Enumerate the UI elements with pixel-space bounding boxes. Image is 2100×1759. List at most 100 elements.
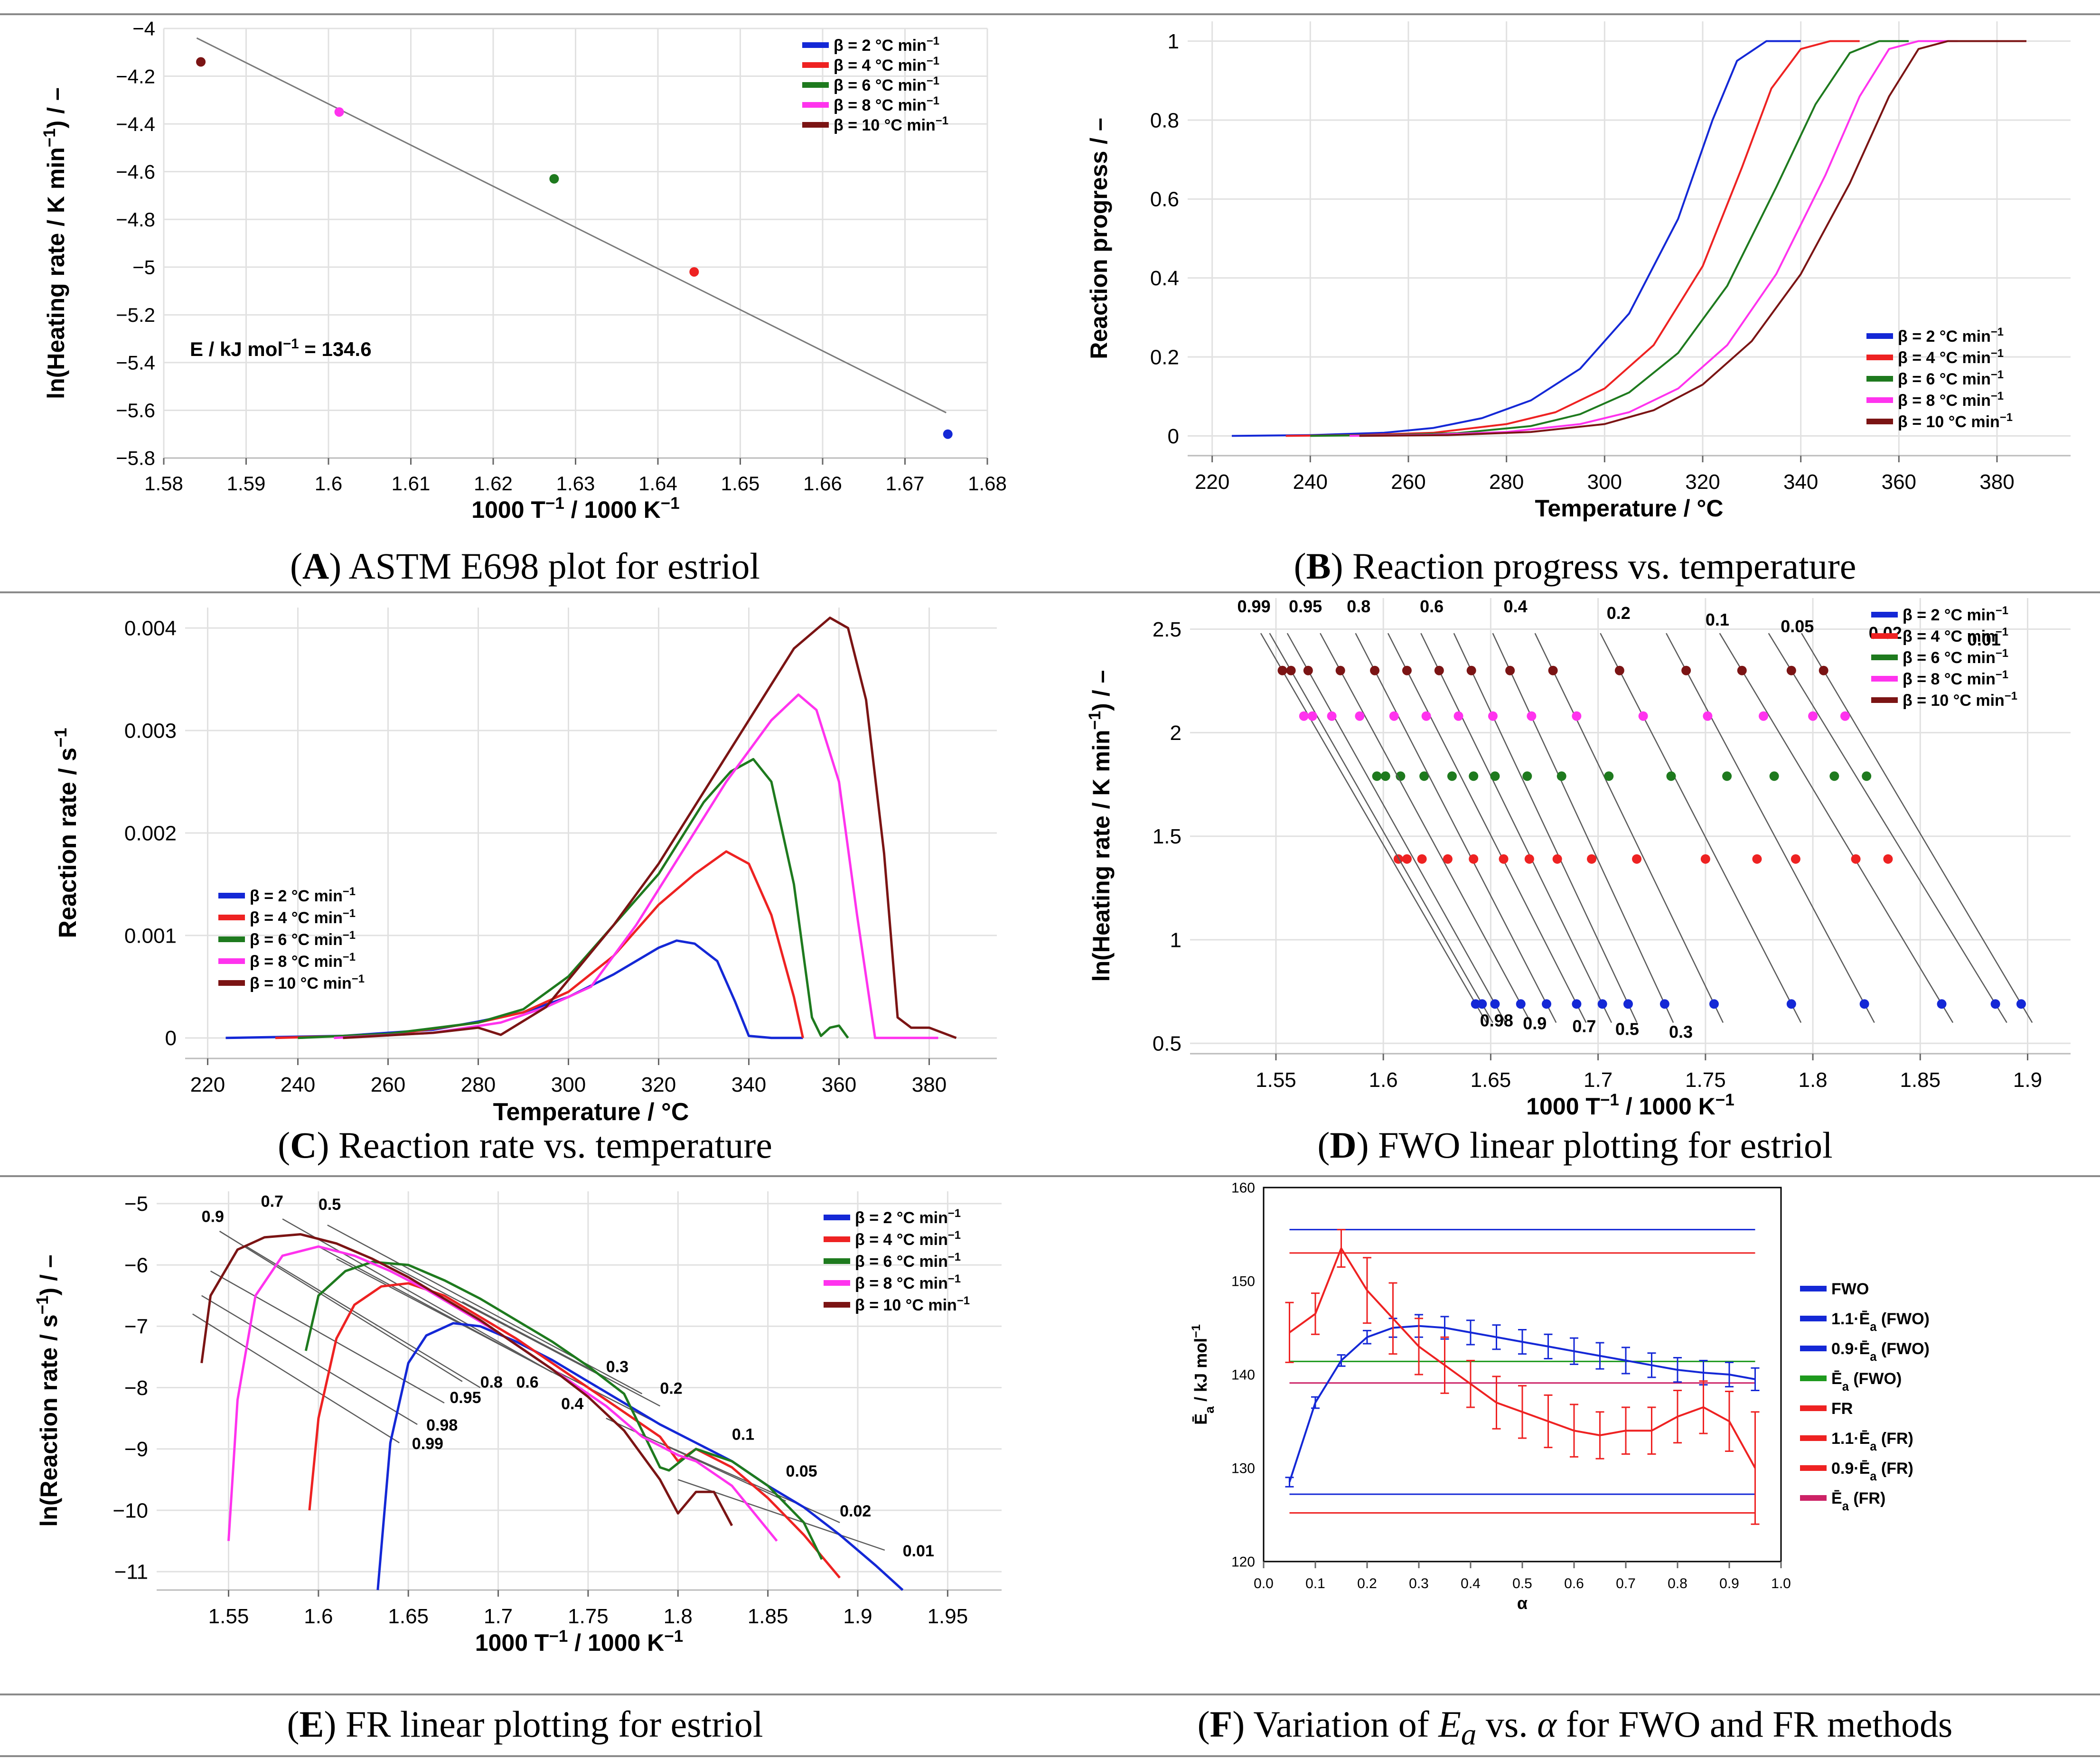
legend-label-1: 1.1·Ēa (FWO)	[1831, 1310, 1930, 1334]
data-point-0-0	[1277, 665, 1287, 675]
y-axis-label: ln(Heating rate / K min−1) / –	[40, 87, 70, 399]
iso-label-5: 0.98	[426, 1416, 458, 1434]
data-point-2-0	[1303, 665, 1313, 675]
data-point-6-3	[1524, 854, 1534, 864]
data-point-4-4	[1542, 999, 1552, 1009]
data-point-13-4	[1990, 999, 2000, 1009]
x-tick-label-0: 0.0	[1254, 1576, 1274, 1591]
chart-f: 0.0 0.1 0.2 0.3 0.4 0.5 0.6 0.7 0.8 0.9 1.0 120 130 1…	[1190, 1180, 1930, 1613]
legend-label-2: 0.9·Ēa (FWO)	[1831, 1340, 1930, 1364]
legend-label-2: β = 6 °C min−1	[855, 1251, 961, 1271]
series-line-4	[1359, 40, 2026, 437]
iso-line-11	[1666, 633, 1875, 1023]
data-point-12-2	[1769, 771, 1779, 781]
data-point-6-4	[1597, 999, 1607, 1009]
data-point-7-1	[1488, 711, 1498, 721]
iso-line-6	[192, 1313, 400, 1443]
x-tick-label-9: 0.9	[1719, 1576, 1739, 1591]
series-line-1	[1285, 40, 1860, 437]
y-tick-label-1: 130	[1231, 1461, 1255, 1477]
data-point-1-4	[1477, 999, 1487, 1009]
x-tick-label-3: 1.61	[392, 472, 431, 495]
x-tick-label-1: 1.6	[1369, 1068, 1398, 1092]
iso-line-1	[1269, 633, 1493, 1023]
series-line-4	[343, 617, 957, 1039]
x-tick-label-4: 1.62	[474, 472, 513, 495]
y-axis-label: Reaction progress / –	[1086, 118, 1112, 359]
x-tick-label-1: 1.59	[227, 472, 266, 495]
x-tick-label-3: 280	[461, 1073, 496, 1096]
iso-label-14: 0.01	[903, 1542, 934, 1560]
y-tick-label-1: 0.2	[1150, 346, 1179, 369]
bottom-label-1: 0.9	[1523, 1014, 1547, 1033]
y-axis-label: ln(Reaction rate / s−1) / –	[33, 1254, 63, 1526]
series-line-1	[308, 1282, 841, 1579]
divider-top	[0, 13, 2100, 15]
annotation-energy: E / kJ mol−1 = 134.6	[190, 336, 372, 361]
y-tick-label-1: −6	[124, 1254, 148, 1277]
iso-line-14	[1801, 633, 2033, 1023]
iso-line-8	[336, 1258, 571, 1382]
data-point-5-0	[1402, 665, 1412, 675]
x-tick-label-10: 1.68	[968, 472, 1007, 495]
x-axis-label: 1000 T−1 / 1000 K−1	[471, 494, 679, 524]
data-point-7-4	[1623, 999, 1633, 1009]
data-point-1-2	[1380, 771, 1390, 781]
iso-label-8: 0.4	[561, 1395, 583, 1413]
legend-label-4: FR	[1831, 1400, 1853, 1418]
x-axis-label: 1000 T−1 / 1000 K−1	[475, 1627, 683, 1656]
y-tick-label-6: −5.2	[116, 304, 155, 326]
y-tick-label-3: 150	[1231, 1274, 1255, 1290]
legend-label-3: β = 8 °C min−1	[834, 94, 939, 115]
y-tick-label-2: 0.4	[1150, 267, 1179, 290]
x-tick-label-4: 1.75	[568, 1605, 609, 1628]
x-tick-label-1: 240	[281, 1073, 315, 1096]
x-tick-label-1: 0.1	[1305, 1576, 1325, 1591]
data-point-13-0	[1786, 665, 1796, 675]
bottom-label-3: 0.5	[1615, 1020, 1639, 1039]
chart-d: 1.55 1.6 1.65 1.7 1.75 1.8 1.85 1.9 0.5 1 1.5 2 2.5 1…	[1086, 597, 2071, 1120]
y-tick-label-7: −5.4	[116, 352, 155, 374]
iso-line-8	[1492, 633, 1674, 1023]
iso-line-10	[462, 1301, 661, 1407]
y-tick-label-2: −7	[124, 1315, 148, 1338]
x-tick-label-6: 0.6	[1564, 1576, 1584, 1591]
y-tick-label-2: 0.002	[124, 822, 177, 845]
series-line-2	[298, 758, 849, 1039]
iso-line-5	[201, 1295, 418, 1425]
legend-label-0: β = 2 °C min−1	[834, 35, 939, 55]
legend-label-0: FWO	[1831, 1280, 1869, 1298]
x-tick-label-0: 220	[190, 1073, 225, 1096]
data-point-13-1	[1808, 711, 1818, 721]
data-point-14-2	[1862, 771, 1872, 781]
x-tick-label-8: 380	[1979, 470, 2014, 494]
legend-label-1: β = 4 °C min−1	[1898, 347, 2004, 367]
data-point-5-1	[1421, 711, 1431, 721]
top-label-0: 0.99	[1238, 597, 1271, 616]
data-point-10-2	[1666, 771, 1676, 781]
x-tick-label-7: 1.9	[2013, 1068, 2042, 1092]
data-point-2-4	[1490, 999, 1500, 1009]
data-point-11-2	[1722, 771, 1732, 781]
data-point-12-4	[1937, 999, 1947, 1009]
x-tick-label-5: 1.63	[556, 472, 595, 495]
y-tick-label-4: −9	[124, 1438, 148, 1461]
data-point-8-1	[1527, 711, 1537, 721]
caption-e: (E) FR linear plotting for estriol	[287, 1703, 763, 1745]
x-tick-label-9: 1.67	[886, 472, 925, 495]
x-tick-label-4: 300	[551, 1073, 586, 1096]
x-tick-label-8: 1.66	[803, 472, 842, 495]
x-tick-label-7: 1.9	[843, 1605, 872, 1628]
fwo-line	[1288, 1325, 1755, 1483]
x-axis-label: Temperature / °C	[1535, 495, 1724, 522]
y-tick-label-3: −8	[124, 1376, 148, 1400]
data-point-2-1	[1327, 711, 1337, 721]
x-tick-label-7: 360	[822, 1073, 856, 1096]
data-point-1	[334, 107, 344, 117]
data-point-1-3	[1402, 854, 1412, 864]
x-tick-label-6: 340	[731, 1073, 766, 1096]
bottom-label-4: 0.3	[1669, 1022, 1693, 1042]
x-tick-label-7: 360	[1882, 470, 1916, 494]
top-label-9: 0.01	[1968, 630, 2001, 649]
legend-label-0: β = 2 °C min−1	[250, 885, 356, 906]
